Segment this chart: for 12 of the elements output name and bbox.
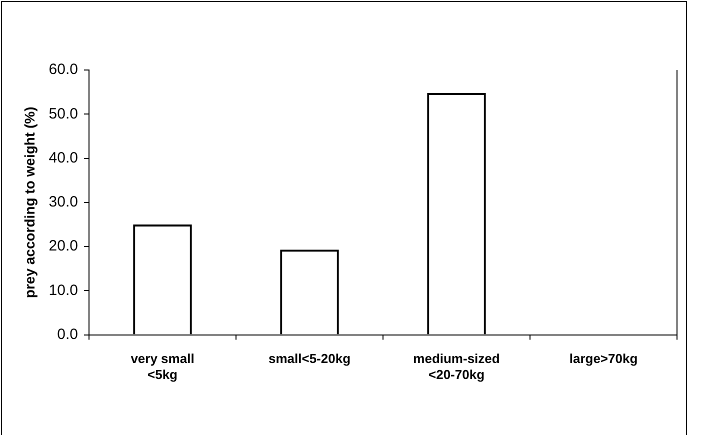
y-tick-label: 50.0 [48, 105, 78, 122]
y-tick-label: 10.0 [48, 282, 78, 299]
x-tick-label: small<5-20kg [268, 351, 351, 366]
x-tick-label: medium-sized <20-70kg [413, 351, 500, 382]
x-tick-label: very small <5kg [130, 351, 194, 382]
y-tick-label: 0.0 [57, 326, 78, 343]
y-tick-label: 40.0 [48, 149, 78, 166]
x-tick-label: large>70kg [569, 351, 638, 366]
y-tick-label: 20.0 [48, 238, 78, 255]
y-tick-label: 30.0 [48, 194, 78, 211]
y-tick-label: 60.0 [48, 61, 78, 78]
y-axis-title: prey according to weight (%) [21, 106, 38, 298]
